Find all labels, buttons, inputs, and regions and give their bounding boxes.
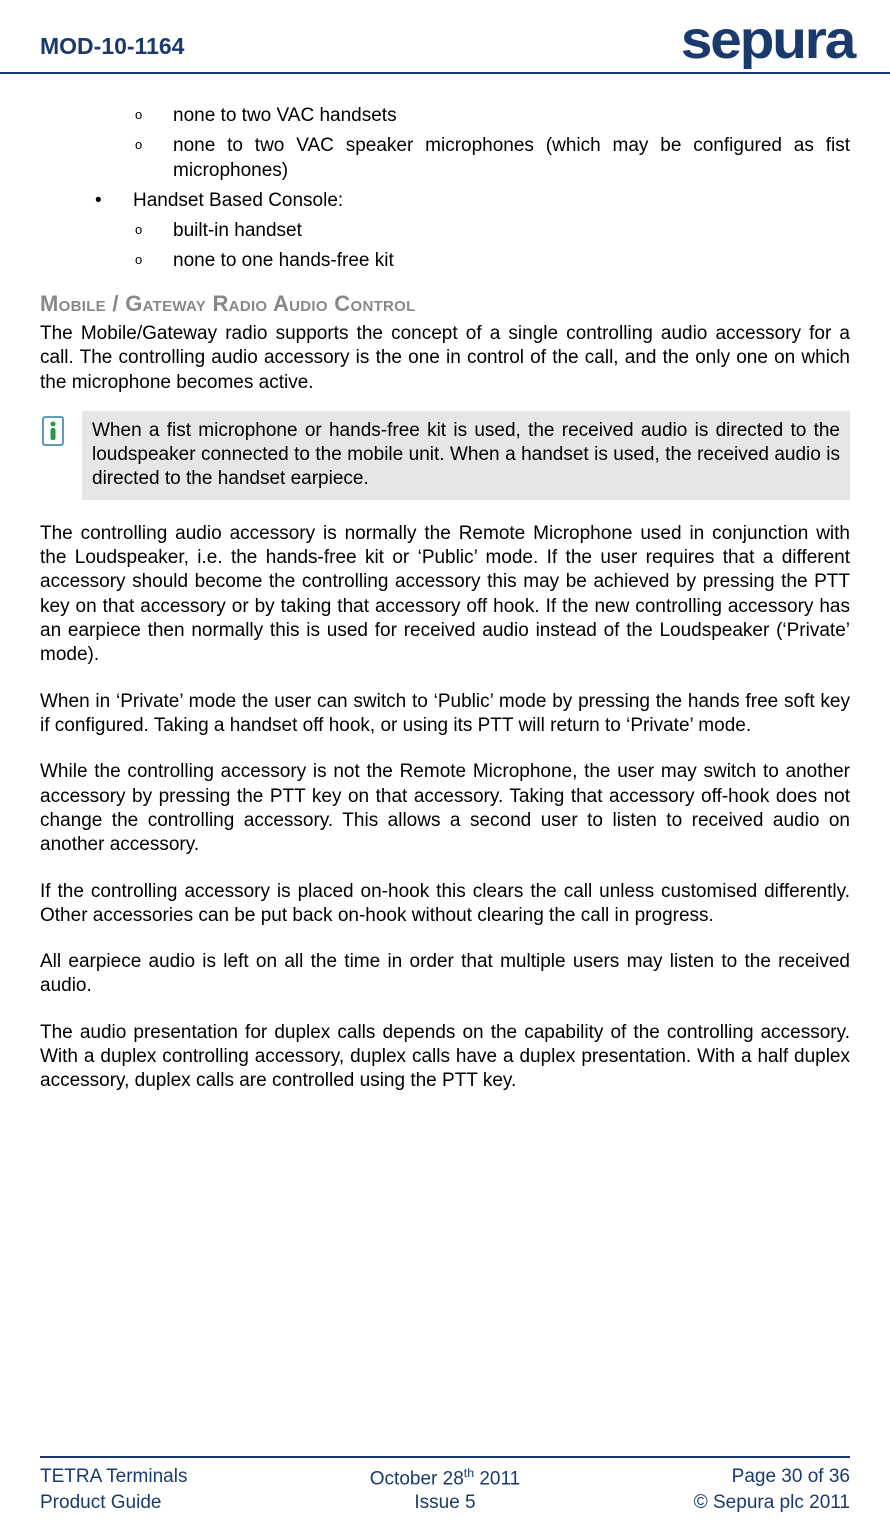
body-paragraph: While the controlling accessory is not t… [40,760,850,857]
list-item: • Handset Based Console: [95,189,850,213]
body-paragraph: When in ‘Private’ mode the user can swit… [40,690,850,739]
body-paragraph: The Mobile/Gateway radio supports the co… [40,322,850,395]
brand-logo: sepura [681,18,854,64]
info-note-text: When a fist microphone or hands-free kit… [82,411,850,500]
info-icon [40,411,82,500]
footer-product-line1: TETRA Terminals [40,1466,307,1490]
list-item-text: none to two VAC handsets [173,104,850,128]
list-item-text: none to one hands-free kit [173,249,850,273]
page-header: MOD-10-1164 sepura [0,0,890,74]
footer-date: October 28th 2011 [311,1466,578,1490]
list-item: o none to one hands-free kit [135,249,850,273]
list-item-text: built-in handset [173,219,850,243]
bullet-circle-icon: o [135,104,173,128]
info-note: When a fist microphone or hands-free kit… [40,411,850,500]
list-item-text: none to two VAC speaker microphones (whi… [173,134,850,183]
bullet-circle-icon: o [135,219,173,243]
list-item: o none to two VAC speaker microphones (w… [135,134,850,183]
bullet-circle-icon: o [135,249,173,273]
body-paragraph: If the controlling accessory is placed o… [40,880,850,929]
body-paragraph: All earpiece audio is left on all the ti… [40,950,850,999]
footer-page-number: Page 30 of 36 [583,1466,850,1490]
footer-issue: Issue 5 [311,1492,578,1514]
section-heading: Mobile / Gateway Radio Audio Control [40,290,850,318]
footer-row: TETRA Terminals October 28th 2011 Page 3… [40,1466,850,1490]
body-paragraph: The audio presentation for duplex calls … [40,1021,850,1094]
document-code: MOD-10-1164 [40,33,184,64]
bullet-circle-icon: o [135,134,173,183]
footer-row: Product Guide Issue 5 © Sepura plc 2011 [40,1492,850,1514]
body-paragraph: The controlling audio accessory is norma… [40,522,850,668]
footer-date-pre: October 28 [370,1468,464,1489]
bullet-dot-icon: • [95,189,133,213]
page-content: o none to two VAC handsets o none to two… [0,74,890,1094]
list-item: o built-in handset [135,219,850,243]
footer-date-post: 2011 [474,1468,520,1489]
list-item: o none to two VAC handsets [135,104,850,128]
list-item-text: Handset Based Console: [133,189,343,213]
footer-date-sup: th [464,1466,474,1480]
footer-copyright: © Sepura plc 2011 [583,1492,850,1514]
page-footer: TETRA Terminals October 28th 2011 Page 3… [40,1456,850,1516]
footer-product-line2: Product Guide [40,1492,307,1514]
